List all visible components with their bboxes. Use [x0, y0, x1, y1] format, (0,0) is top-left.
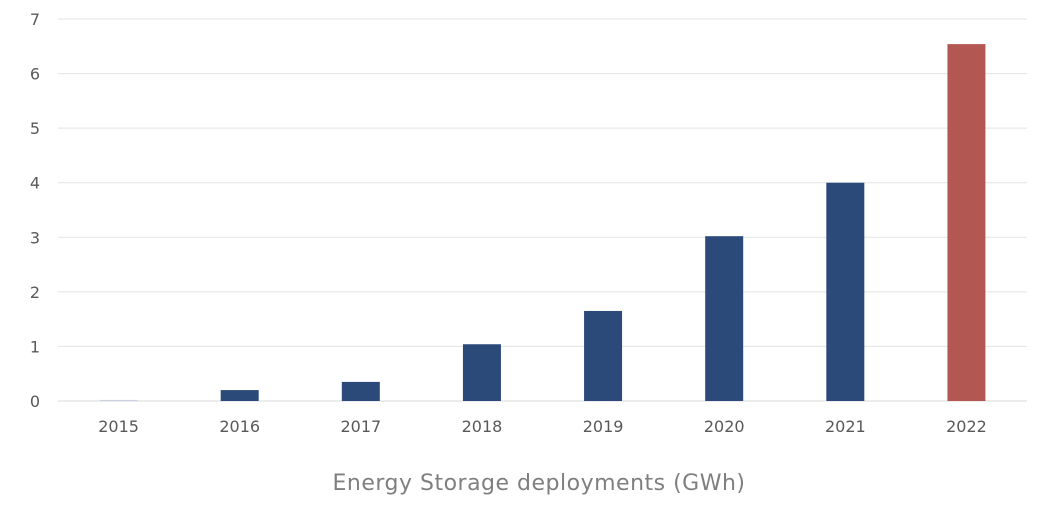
y-tick-label: 6 — [30, 65, 40, 84]
bar-2020 — [705, 236, 744, 401]
x-tick-label: 2015 — [98, 417, 139, 436]
x-axis-label: Energy Storage deployments (GWh) — [332, 471, 745, 496]
bar-2019 — [584, 310, 623, 401]
x-tick-label: 2016 — [219, 417, 260, 436]
x-tick-label: 2018 — [462, 417, 503, 436]
y-tick-label: 5 — [30, 119, 40, 138]
bar-2017 — [341, 381, 380, 401]
bar-2018 — [462, 344, 501, 401]
x-tick-label: 2017 — [340, 417, 381, 436]
y-tick-label: 0 — [30, 392, 40, 411]
y-tick-label: 7 — [30, 10, 40, 29]
y-tick-label: 4 — [30, 174, 40, 193]
bar-2015 — [99, 399, 138, 401]
bar-2021 — [826, 182, 865, 401]
bar-2022 — [947, 44, 986, 402]
x-tick-label: 2019 — [583, 417, 624, 436]
y-tick-label: 2 — [30, 283, 40, 302]
y-tick-label: 1 — [30, 337, 40, 356]
bar-2016 — [220, 390, 259, 401]
x-tick-label: 2021 — [825, 417, 866, 436]
x-tick-label: 2020 — [704, 417, 745, 436]
y-tick-label: 3 — [30, 228, 40, 247]
x-tick-label: 2022 — [946, 417, 987, 436]
